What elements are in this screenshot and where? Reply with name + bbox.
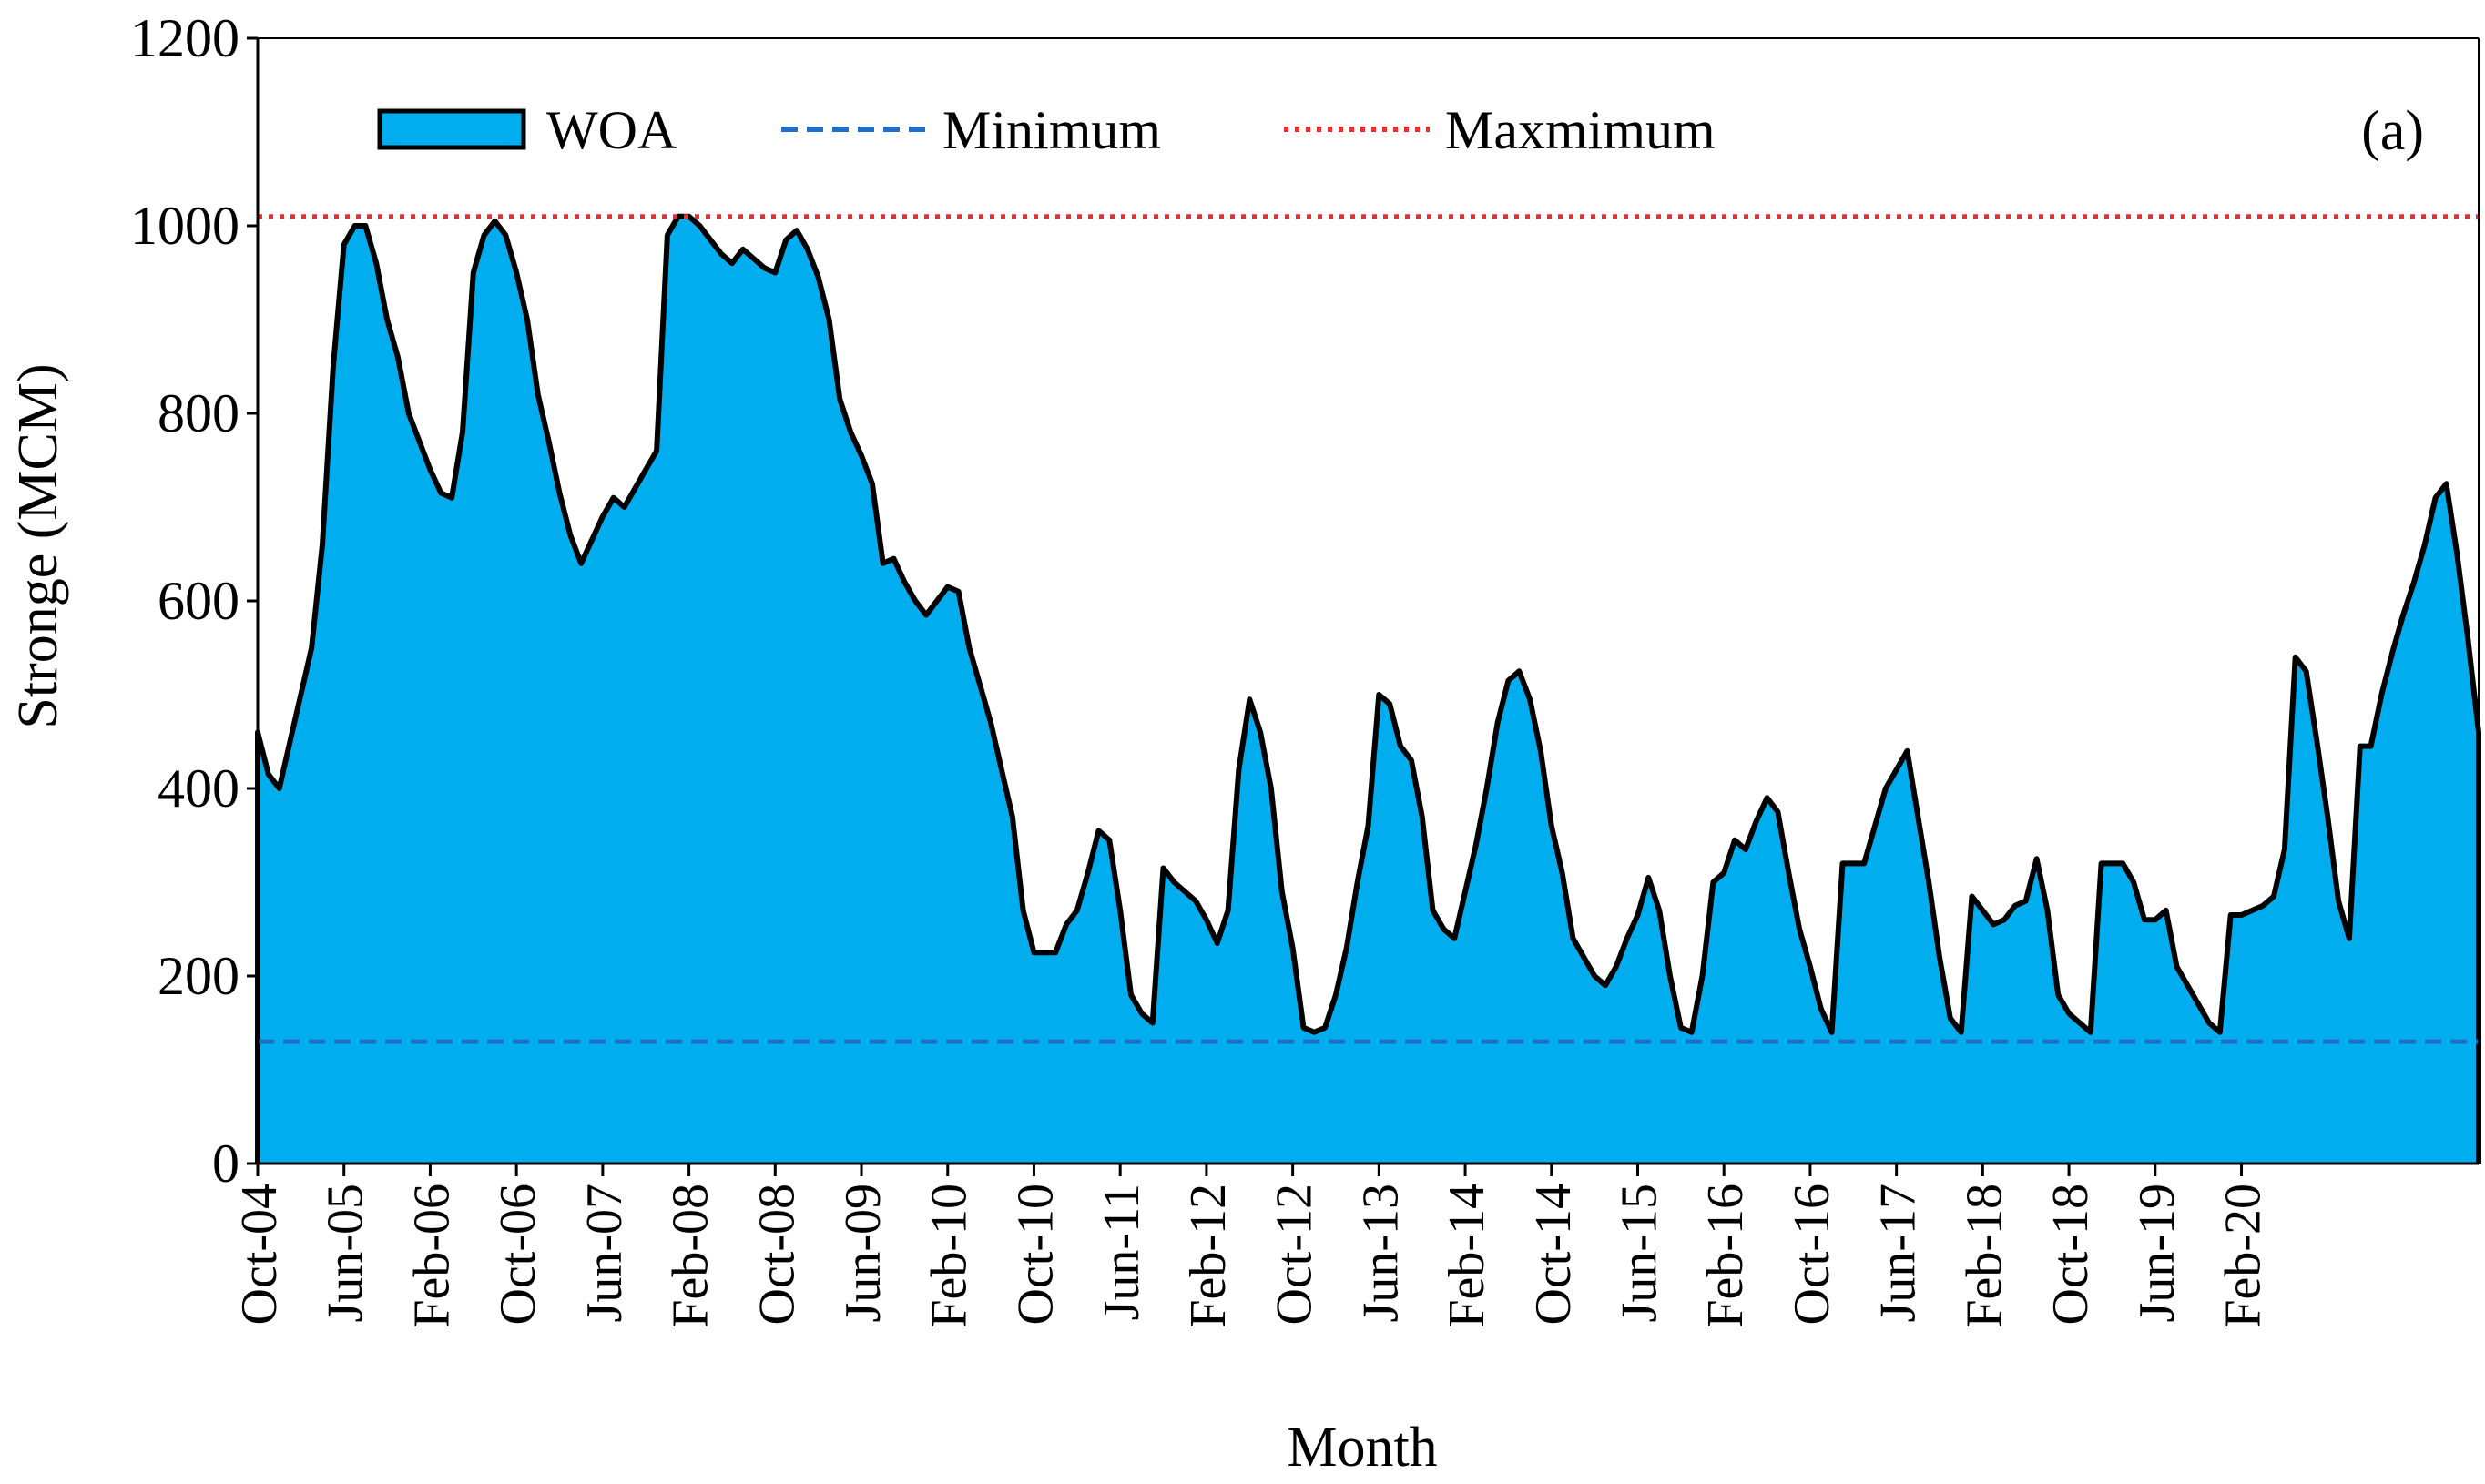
y-tick-label: 0 (212, 1133, 239, 1194)
y-tick-label: 1000 (130, 196, 239, 256)
legend-label-minimum: Minimum (942, 100, 1161, 160)
x-tick-label: Jun-09 (835, 1184, 891, 1322)
x-tick-label: Oct-18 (2042, 1184, 2099, 1326)
legend-swatch-woa (377, 108, 526, 150)
woa-series-line (255, 213, 2481, 1164)
x-tick-label: Jun-07 (576, 1184, 633, 1322)
y-tick-label: 1200 (130, 8, 239, 68)
x-tick-label: Oct-08 (749, 1184, 805, 1326)
x-tick-label: Oct-16 (1784, 1184, 1840, 1326)
y-axis-title: Stronge (MCM) (7, 363, 69, 728)
panel-label: (a) (2361, 100, 2424, 162)
y-axis-ticks: 0 200 400 600 800 1000 1200 (130, 8, 258, 1194)
x-tick-label: Feb-16 (1697, 1184, 1754, 1328)
x-tick-label: Oct-06 (490, 1184, 546, 1326)
y-tick-label: 200 (158, 946, 239, 1006)
x-tick-label: Feb-08 (663, 1184, 719, 1328)
woa-area-fill (258, 216, 2479, 1164)
x-tick-label: Feb-14 (1439, 1184, 1495, 1328)
x-tick-label: Feb-10 (922, 1184, 978, 1328)
x-tick-label: Jun-05 (318, 1184, 374, 1322)
x-tick-label: Jun-11 (1094, 1184, 1150, 1320)
x-tick-label: Jun-17 (1870, 1184, 1927, 1322)
plot-area (255, 37, 2481, 1165)
x-tick-label: Feb-20 (2215, 1184, 2272, 1328)
x-tick-label: Oct-04 (231, 1184, 288, 1326)
x-tick-label: Feb-18 (1956, 1184, 2012, 1328)
x-tick-label: Jun-19 (2129, 1184, 2185, 1322)
x-axis-ticks: Oct-04 Jun-05 Feb-06 Oct-06 Jun-07 Feb-08 Oct-… (231, 1164, 2272, 1328)
x-axis-title: Month (1287, 1417, 1437, 1479)
x-tick-label: Feb-12 (1180, 1184, 1237, 1328)
legend: WOA Minimum Maxmimum (377, 100, 1716, 160)
x-tick-label: Jun-15 (1611, 1184, 1667, 1322)
y-tick-label: 400 (158, 758, 239, 818)
x-tick-label: Jun-13 (1352, 1184, 1409, 1322)
x-tick-label: Oct-10 (1007, 1184, 1064, 1326)
x-tick-label: Feb-06 (403, 1184, 460, 1328)
y-tick-label: 600 (158, 571, 239, 631)
y-tick-label: 800 (158, 383, 239, 443)
legend-label-maximum: Maxmimum (1445, 100, 1716, 160)
x-tick-label: Oct-14 (1525, 1184, 1582, 1326)
legend-label-woa: WOA (546, 100, 677, 160)
x-tick-label: Oct-12 (1267, 1184, 1323, 1326)
